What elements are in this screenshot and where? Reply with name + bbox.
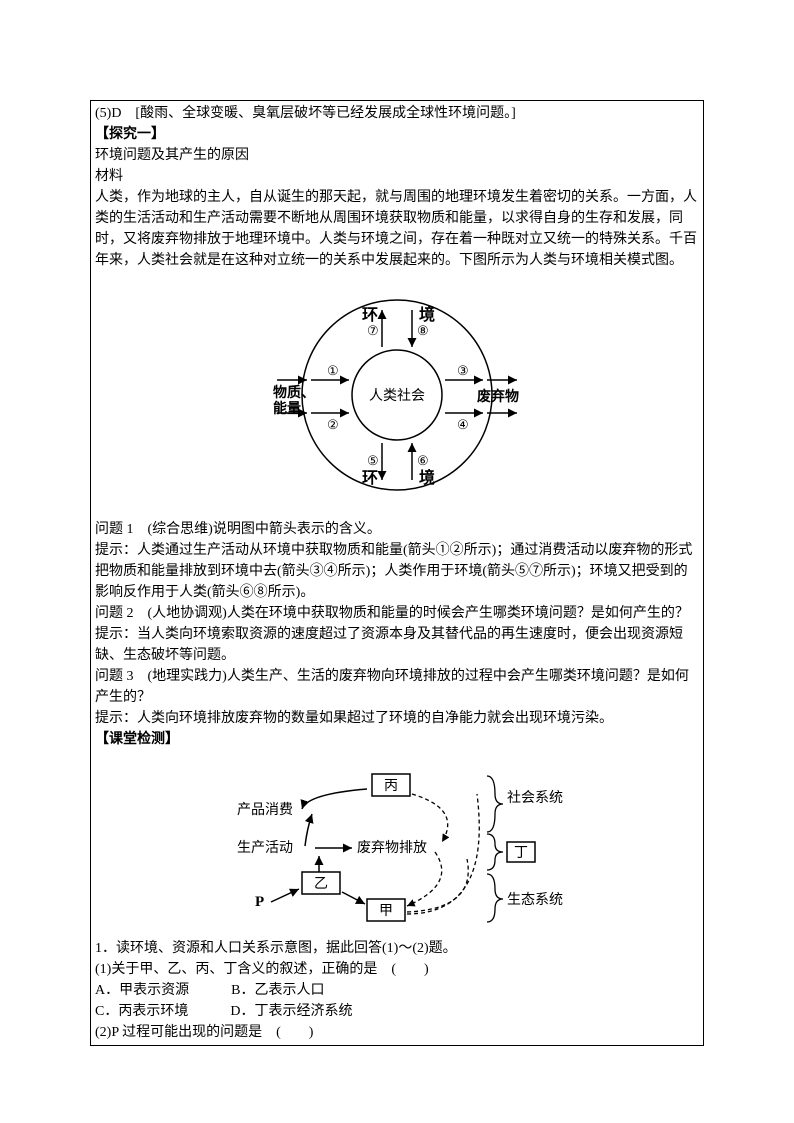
question-3-title: 问题 3 (地理实践力)人类生产、生活的废弃物向环境排放的过程中会产生哪类环境问…: [95, 666, 699, 708]
center-label: 人类社会: [369, 388, 425, 404]
box-yi: 乙: [314, 876, 328, 892]
question-1-1: (1)关于甲、乙、丙、丁含义的叙述，正确的是 ( ): [95, 959, 699, 980]
left-label-2: 能量: [273, 400, 301, 417]
question-2-answer: 提示：当人类向环境索取资源的速度超过了资源本身及其替代品的再生速度时，便会出现资…: [95, 624, 699, 666]
question-2-title: 问题 2 (人地协调观)人类在环境中获取物质和能量的时候会产生哪类环境问题？是如…: [95, 603, 699, 624]
question-3-answer: 提示：人类向环境排放废弃物的数量如果超过了环境的自净能力就会出现环境污染。: [95, 708, 699, 729]
label-consume: 产品消费: [237, 802, 293, 818]
right-label: 废弃物: [477, 388, 519, 405]
num-7: ⑦: [367, 323, 379, 338]
human-environment-diagram: 人类社会 环 境 环 境 ① ② 物质、 能量 ③ ④: [267, 285, 527, 505]
topic-title: 环境问题及其产生的原因: [95, 145, 699, 166]
class-test-heading: 【课堂检测】: [95, 729, 699, 750]
options-row-2: C．丙表示环境 D．丁表示经济系统: [95, 1001, 699, 1022]
option-d: D．丁表示经济系统: [230, 1004, 352, 1019]
outer-top-left: 环: [362, 306, 378, 324]
label-produce: 生产活动: [237, 840, 293, 856]
left-label-1: 物质、: [273, 384, 315, 401]
question-1-answer: 提示：人类通过生产活动从环境中获取物质和能量(箭头①②所示)；通过消费活动以废弃…: [95, 540, 699, 603]
options-row-1: A．甲表示资源 B．乙表示人口: [95, 980, 699, 1001]
outer-top-right: 境: [419, 305, 435, 324]
material-paragraph: 人类，作为地球的主人，自从诞生的那天起，就与周围的地理环境发生着密切的关系。一方…: [95, 187, 699, 271]
resource-population-diagram: 丙 乙 甲 产品消费 生产活动 废弃物排放 P 社会系统: [207, 764, 587, 924]
num-2: ②: [327, 417, 339, 432]
inquiry-heading-1: 【探究一】: [95, 124, 699, 145]
box-ding: 丁: [514, 846, 528, 861]
num-3: ③: [457, 363, 469, 378]
diagram-1-container: 人类社会 环 境 环 境 ① ② 物质、 能量 ③ ④: [95, 285, 699, 505]
num-4: ④: [457, 417, 469, 432]
question-1-2: (2)P 过程可能出现的问题是 ( ): [95, 1022, 699, 1043]
material-label: 材料: [95, 166, 699, 187]
label-p: P: [255, 894, 264, 910]
label-waste: 废弃物排放: [357, 840, 427, 856]
document-content: (5)D [酸雨、全球变暖、臭氧层破坏等已经发展成全球性环境问题。] 【探究一】…: [90, 100, 704, 1046]
num-8: ⑧: [417, 323, 429, 338]
num-1: ①: [327, 363, 339, 378]
option-a: A．甲表示资源: [95, 983, 189, 998]
num-5: ⑤: [367, 453, 379, 468]
question-1-title: 问题 1 (综合思维)说明图中箭头表示的含义。: [95, 519, 699, 540]
answer-5d: (5)D [酸雨、全球变暖、臭氧层破坏等已经发展成全球性环境问题。]: [95, 103, 699, 124]
outer-bottom-left: 环: [362, 469, 378, 487]
question-set-intro: 1．读环境、资源和人口关系示意图，据此回答(1)～(2)题。: [95, 938, 699, 959]
option-b: B．乙表示人口: [231, 983, 324, 998]
box-bing: 丙: [384, 779, 398, 794]
label-social: 社会系统: [507, 790, 563, 806]
outer-bottom-right: 境: [419, 468, 435, 487]
num-6: ⑥: [417, 453, 429, 468]
box-jia: 甲: [379, 904, 393, 919]
label-eco: 生态系统: [507, 892, 563, 908]
diagram-2-container: 丙 乙 甲 产品消费 生产活动 废弃物排放 P 社会系统: [95, 764, 699, 924]
option-c: C．丙表示环境: [95, 1004, 188, 1019]
